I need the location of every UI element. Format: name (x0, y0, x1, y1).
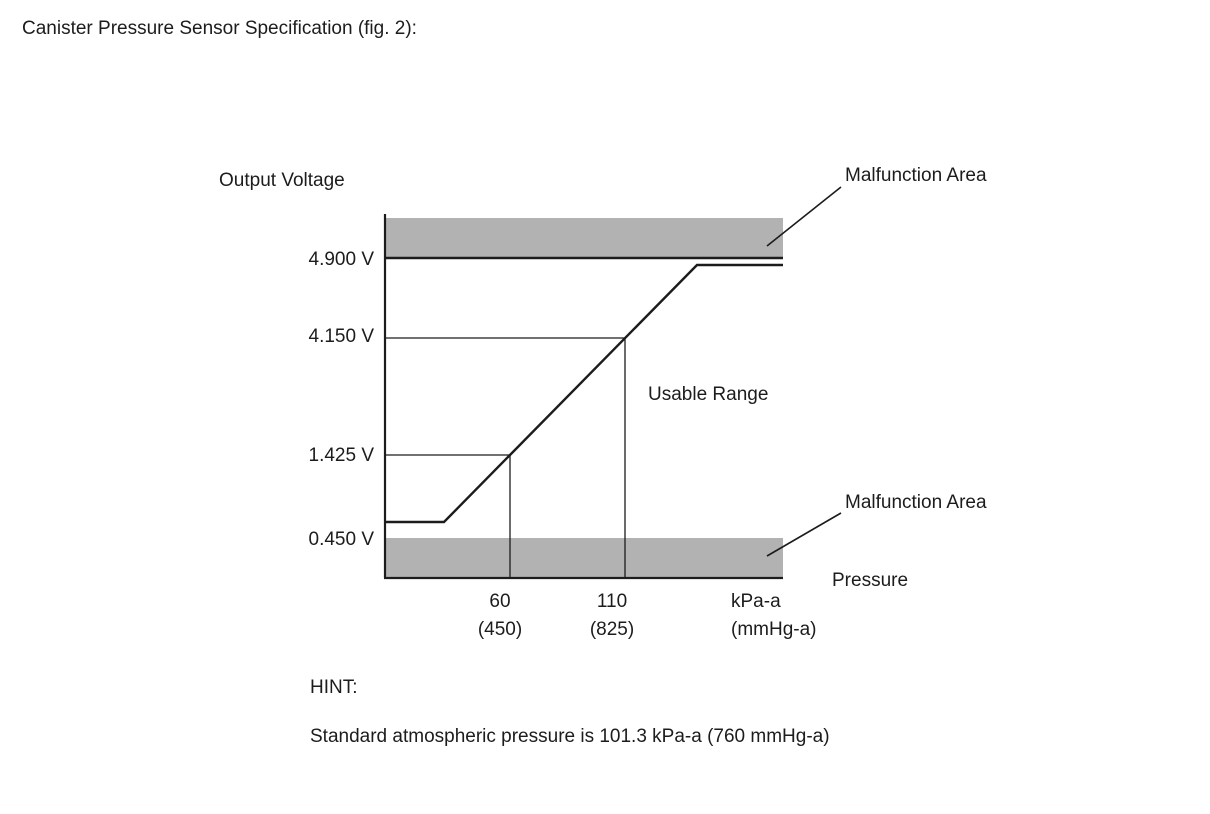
y-tick-1425: 1.425 V (308, 445, 375, 466)
malfunction-bottom-leader-line (766, 512, 842, 557)
usable-range-label: Usable Range (648, 384, 769, 405)
x-axis-unit-secondary: (mmHg-a) (731, 619, 817, 640)
lower-malfunction-band (385, 538, 783, 578)
hint-text: Standard atmospheric pressure is 101.3 k… (310, 726, 830, 747)
y-tick-0450: 0.450 V (308, 529, 375, 550)
x-tick-110: 110 (825) (567, 588, 657, 644)
x-tick-60: 60 (450) (455, 588, 545, 644)
malfunction-top-leader-line (766, 186, 842, 247)
x-axis-title: Pressure (832, 570, 909, 591)
sensor-output-curve (385, 263, 783, 524)
malfunction-area-label-bottom: Malfunction Area (845, 492, 987, 513)
malfunction-area-label-top: Malfunction Area (845, 165, 987, 186)
y-tick-4900: 4.900 V (308, 249, 375, 270)
upper-malfunction-band (385, 218, 783, 258)
x-tick-60-kpa: 60 (489, 591, 511, 612)
x-axis-unit-primary: kPa-a (731, 591, 781, 612)
y-axis-title: Output Voltage (219, 170, 345, 191)
x-tick-110-kpa: 110 (596, 591, 628, 612)
page-title: Canister Pressure Sensor Specification (… (22, 18, 417, 39)
x-axis-units: kPa-a (mmHg-a) (731, 588, 817, 644)
x-tick-110-mmhg: (825) (589, 619, 635, 640)
y-tick-4150: 4.150 V (308, 326, 375, 347)
x-tick-60-mmhg: (450) (477, 619, 523, 640)
hint-label: HINT: (310, 677, 358, 698)
